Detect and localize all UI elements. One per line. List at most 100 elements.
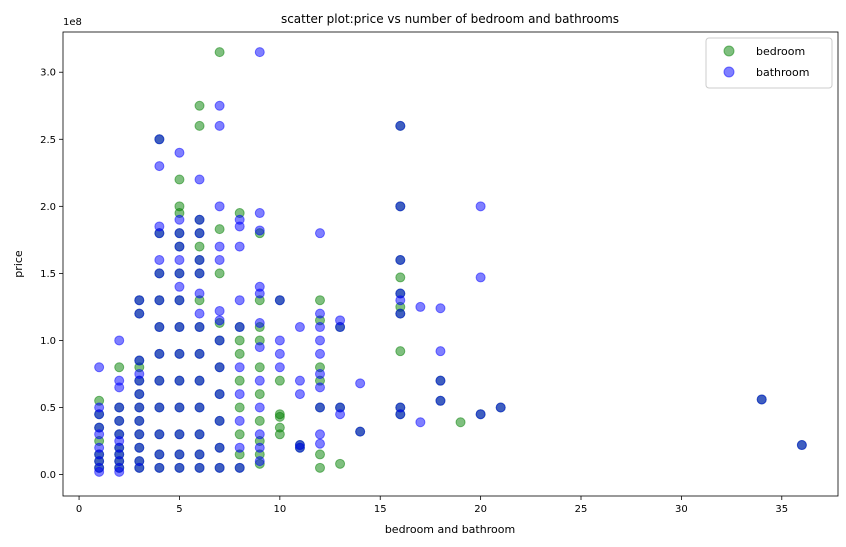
bedroom-point	[194, 100, 205, 111]
bedroom-point	[314, 462, 325, 473]
bedroom-point	[174, 201, 185, 212]
bathroom-point	[214, 442, 225, 453]
y-axis-label: price	[12, 250, 25, 278]
bathroom-point	[254, 225, 265, 236]
bathroom-point	[174, 268, 185, 279]
bedroom-point	[314, 449, 325, 460]
bathroom-point	[234, 241, 245, 252]
bathroom-point	[134, 355, 145, 366]
bathroom-point	[294, 440, 305, 451]
bathroom-point	[395, 254, 406, 265]
bathroom-point	[234, 322, 245, 333]
bathroom-point	[214, 305, 225, 316]
bathroom-point	[214, 362, 225, 373]
bathroom-point	[194, 402, 205, 413]
bathroom-point	[314, 322, 325, 333]
bathroom-point	[134, 456, 145, 467]
bathroom-point	[335, 315, 346, 326]
bathroom-point	[134, 442, 145, 453]
bathroom-point	[134, 368, 145, 379]
bedroom-point	[254, 362, 265, 373]
bathroom-point	[154, 254, 165, 265]
bathroom-point	[174, 429, 185, 440]
x-tick-label: 35	[775, 504, 788, 515]
bathroom-point	[314, 368, 325, 379]
bathroom-point	[254, 402, 265, 413]
bathroom-point	[234, 462, 245, 473]
bathroom-point	[134, 389, 145, 400]
y-tick-label: 3.0	[40, 68, 56, 79]
bedroom-point	[274, 422, 285, 433]
x-tick-label: 10	[273, 504, 286, 515]
bathroom-point	[94, 442, 105, 453]
bathroom-point	[475, 409, 486, 420]
bathroom-point	[294, 389, 305, 400]
bathroom-point	[395, 288, 406, 299]
bathroom-point	[234, 442, 245, 453]
bathroom-point	[154, 134, 165, 145]
bathroom-point	[134, 295, 145, 306]
bathroom-point	[194, 254, 205, 265]
bathroom-point	[94, 402, 105, 413]
bathroom-point	[234, 214, 245, 225]
bedroom-point	[254, 415, 265, 426]
bedroom-point	[194, 241, 205, 252]
bedroom-point	[234, 335, 245, 346]
bathroom-point	[435, 395, 446, 406]
bathroom-point	[194, 449, 205, 460]
bathroom-point	[254, 456, 265, 467]
bathroom-point	[174, 322, 185, 333]
bedroom-point	[395, 346, 406, 357]
legend: bedroom bathroom	[705, 37, 833, 89]
bathroom-point	[475, 201, 486, 212]
bedroom-point	[214, 268, 225, 279]
bathroom-point	[435, 346, 446, 357]
bathroom-point	[214, 389, 225, 400]
y-tick-label: 0.5	[40, 403, 56, 414]
x-tick-label: 5	[176, 504, 182, 515]
bathroom-point	[154, 462, 165, 473]
bathroom-point	[254, 442, 265, 453]
bathroom-point	[154, 221, 165, 232]
x-tick-label: 15	[374, 504, 387, 515]
y-tick-label: 1.5	[40, 269, 56, 280]
x-axis: 0 5 10 15 20 25 30 35	[76, 496, 788, 515]
bathroom-point	[134, 415, 145, 426]
x-tick-label: 30	[675, 504, 688, 515]
bathroom-point	[214, 315, 225, 326]
bathroom-point	[214, 201, 225, 212]
bathroom-point	[174, 214, 185, 225]
bathroom-point	[94, 422, 105, 433]
bathroom-point	[194, 429, 205, 440]
bathroom-point	[214, 100, 225, 111]
bedroom-point	[234, 402, 245, 413]
bathroom-point	[174, 147, 185, 158]
bathroom-point	[174, 228, 185, 239]
bedroom-point	[455, 417, 466, 428]
bathroom-point	[395, 201, 406, 212]
x-tick-label: 0	[76, 504, 82, 515]
x-tick-label: 20	[474, 504, 487, 515]
bathroom-point	[314, 402, 325, 413]
y-tick-label: 2.0	[40, 202, 56, 213]
bedroom-point	[314, 295, 325, 306]
bathroom-point	[274, 295, 285, 306]
legend-box	[705, 37, 833, 89]
y-offset-label: 1e8	[63, 17, 82, 28]
bathroom-point	[154, 429, 165, 440]
bathroom-point	[254, 47, 265, 58]
bathroom-point	[395, 120, 406, 131]
bathroom-point	[154, 322, 165, 333]
bathroom-point	[174, 449, 185, 460]
bathroom-point	[335, 402, 346, 413]
bathroom-point	[194, 268, 205, 279]
bathroom-point	[194, 308, 205, 319]
bathroom-point	[254, 208, 265, 219]
y-tick-label: 1.0	[40, 336, 56, 347]
bathroom-point	[314, 228, 325, 239]
legend-label-bedroom: bedroom	[756, 45, 805, 58]
bathroom-point	[194, 375, 205, 386]
bathroom-point	[314, 348, 325, 359]
